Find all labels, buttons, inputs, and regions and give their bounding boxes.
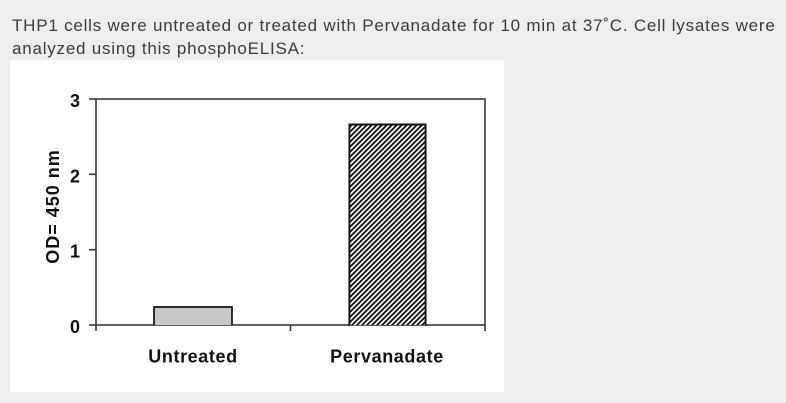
svg-text:0: 0	[70, 317, 80, 337]
svg-text:OD= 450 nm: OD= 450 nm	[43, 149, 63, 264]
svg-text:Pervanadate: Pervanadate	[330, 346, 444, 366]
svg-text:1: 1	[70, 242, 80, 262]
svg-text:3: 3	[70, 91, 80, 111]
svg-text:Untreated: Untreated	[148, 346, 237, 366]
svg-text:2: 2	[70, 166, 80, 186]
